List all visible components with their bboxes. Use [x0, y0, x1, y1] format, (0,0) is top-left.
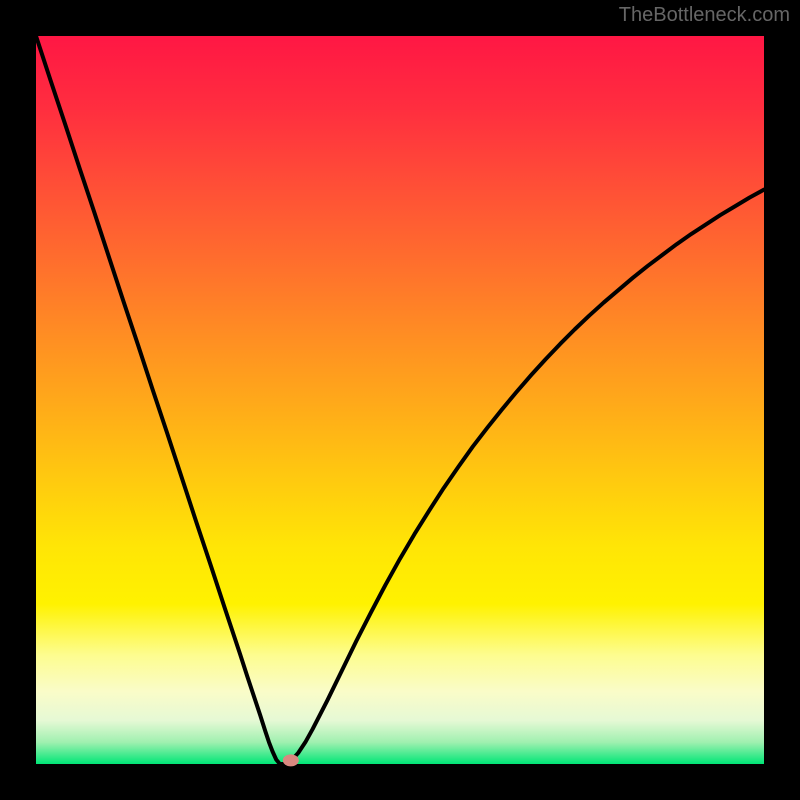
- chart-svg: [0, 0, 800, 800]
- bottleneck-chart: TheBottleneck.com: [0, 0, 800, 800]
- optimum-marker: [283, 754, 299, 766]
- watermark-text: TheBottleneck.com: [619, 4, 790, 27]
